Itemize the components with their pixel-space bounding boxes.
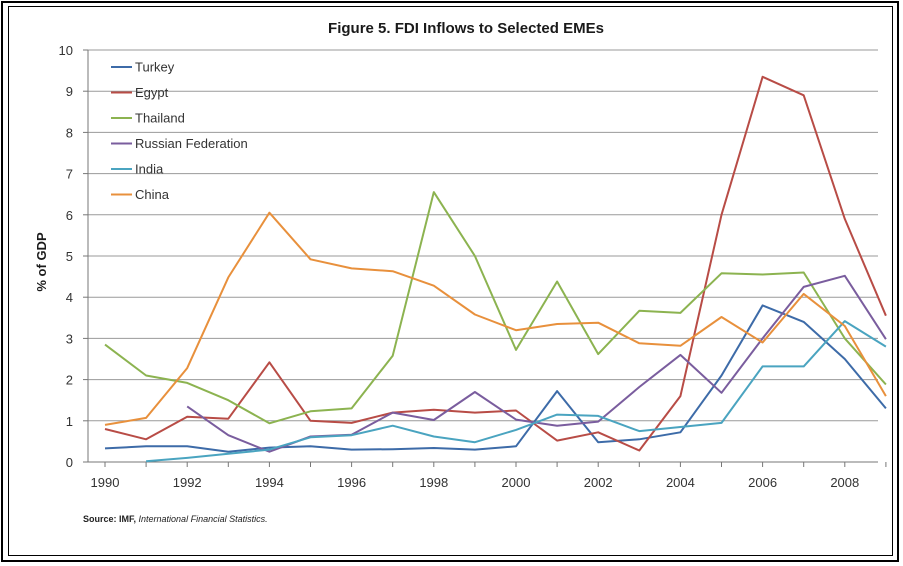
source-label: Source: IMF, (83, 514, 137, 524)
series-lines (104, 75, 887, 463)
x-tick-label: 1990 (91, 475, 120, 490)
x-tick-label: 1996 (337, 475, 366, 490)
chart-title: Figure 5. FDI Inflows to Selected EMEs (328, 20, 604, 37)
y-tick-label: 5 (66, 249, 73, 264)
x-tick-label: 2008 (830, 475, 859, 490)
y-tick-label: 8 (66, 125, 73, 140)
x-tick-label: 2002 (584, 475, 613, 490)
source-publication: International Financial Statistics. (138, 514, 268, 524)
series-line-turkey (104, 304, 887, 453)
y-axis-label: % of GDP (34, 232, 49, 292)
legend: Turkey Egypt Thailand Russian Federation Ind… (111, 60, 248, 202)
axes (83, 49, 887, 467)
y-tick-label: 9 (66, 84, 73, 99)
legend-label: Thailand (135, 111, 185, 126)
y-tick-label: 0 (66, 455, 73, 470)
series-line-china (104, 211, 887, 426)
y-tick-label: 4 (66, 290, 73, 305)
legend-label: Russian Federation (135, 136, 248, 151)
x-tick-label: 2000 (502, 475, 531, 490)
series-line-egypt (104, 75, 887, 452)
series-line-thailand (104, 191, 887, 425)
y-tick-label: 7 (66, 167, 73, 182)
y-tick-labels: 0 1 2 3 4 5 6 7 8 9 10 (59, 43, 73, 470)
y-tick-label: 6 (66, 208, 73, 223)
y-tick-label: 3 (66, 331, 73, 346)
legend-label: China (135, 187, 170, 202)
inner-frame (8, 6, 893, 556)
x-tick-label: 2004 (666, 475, 695, 490)
source-note: Source: IMF, International Financial Sta… (83, 514, 268, 524)
x-tick-label: 1994 (255, 475, 284, 490)
legend-label: India (135, 162, 164, 177)
gridlines (88, 49, 878, 422)
y-tick-label: 1 (66, 414, 73, 429)
x-tick-label: 1998 (419, 475, 448, 490)
y-tick-label: 2 (66, 373, 73, 388)
legend-label: Egypt (135, 85, 169, 100)
x-tick-labels: 1990 1992 1994 1996 1998 2000 2002 2004 2006 2008 (91, 475, 860, 490)
x-tick-label: 2006 (748, 475, 777, 490)
series-line-india (146, 320, 887, 463)
legend-label: Turkey (135, 60, 175, 75)
y-tick-label: 10 (59, 43, 73, 58)
x-tick-label: 1992 (173, 475, 202, 490)
